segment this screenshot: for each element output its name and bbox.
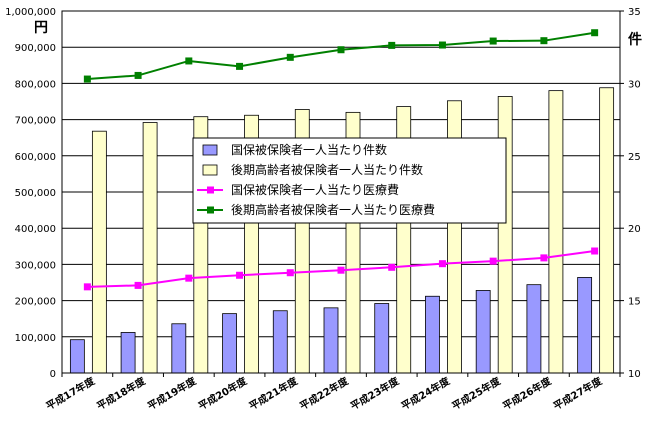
line-point <box>134 71 142 79</box>
line-point <box>185 57 193 65</box>
line-point <box>134 281 142 289</box>
y-right-tick: 15 <box>628 297 641 308</box>
bar <box>526 284 542 374</box>
series-line <box>87 31 595 81</box>
legend: 国保被保険者一人当たり件数後期高齢者被保険者一人当たり件数国保被保険者一人当たり… <box>192 137 507 224</box>
line-point <box>591 29 599 37</box>
line-point <box>489 37 497 45</box>
category-label: 平成18年度 <box>94 374 148 413</box>
line-point <box>540 254 548 262</box>
y-left-tick: 300,000 <box>15 260 56 271</box>
bar <box>120 332 136 374</box>
line-point <box>337 266 345 274</box>
line-point <box>438 41 446 49</box>
y-left-tick: 700,000 <box>15 116 56 127</box>
y-left-tick-labels: 0 100,000 200,000 300,000 400,000 500,000 600,… <box>5 7 56 380</box>
category-label: 平成27年度 <box>551 374 605 413</box>
y-left-tick: 600,000 <box>15 152 56 163</box>
line-point <box>489 257 497 265</box>
y-right-tick-labels: 10 15 20 25 30 35 <box>628 7 641 380</box>
y-left-tick: 100,000 <box>15 333 56 344</box>
legend-label: 国保被保険者一人当たり医療費 <box>231 182 399 197</box>
line-point <box>388 41 396 49</box>
line-point <box>83 283 91 291</box>
y-right-tick: 35 <box>628 7 641 18</box>
y-right-tick: 20 <box>628 224 641 235</box>
category-label: 平成22年度 <box>297 374 351 413</box>
line-point <box>83 75 91 83</box>
y-left-tick: 400,000 <box>15 224 56 235</box>
category-label: 平成19年度 <box>145 374 199 413</box>
bar <box>142 122 158 374</box>
y-right-tick: 10 <box>628 369 641 380</box>
axes <box>61 10 624 377</box>
bar <box>171 323 187 374</box>
line-point <box>286 269 294 277</box>
line-point <box>185 274 193 282</box>
category-label: 平成26年度 <box>500 374 554 413</box>
bar <box>323 307 339 374</box>
legend-swatch <box>202 144 218 156</box>
y-right-tick: 30 <box>628 79 641 90</box>
line-point <box>337 46 345 54</box>
bar <box>69 339 85 374</box>
y-left-tick: 500,000 <box>15 188 56 199</box>
plot-frame <box>61 10 621 374</box>
bar <box>222 313 237 374</box>
category-label: 平成25年度 <box>449 374 503 413</box>
right-unit-label: 件 <box>628 31 642 48</box>
y-left-tick: 0 <box>50 369 56 380</box>
bar <box>425 295 440 374</box>
bar <box>548 90 564 374</box>
bar <box>577 277 593 374</box>
line-point <box>438 260 446 268</box>
bar <box>599 87 615 374</box>
y-left-tick: 900,000 <box>15 43 56 54</box>
line-point <box>286 53 294 61</box>
left-unit-label: 円 <box>34 20 48 36</box>
category-label: 平成20年度 <box>196 374 250 413</box>
category-labels: 平成17年度平成18年度平成19年度平成20年度平成21年度平成22年度平成23… <box>44 374 605 413</box>
bar <box>374 303 390 374</box>
y-left-tick: 800,000 <box>15 79 56 90</box>
line-point <box>236 271 244 279</box>
legend-label: 国保被保険者一人当たり件数 <box>231 142 387 157</box>
y-right-tick: 25 <box>628 152 641 163</box>
line-point <box>540 37 548 45</box>
line-point <box>591 247 599 255</box>
category-label: 平成23年度 <box>348 374 402 413</box>
line-point <box>236 62 244 70</box>
legend-swatch <box>202 164 218 176</box>
category-label: 平成24年度 <box>399 374 453 413</box>
bar <box>475 290 491 374</box>
legend-swatch-marker <box>207 206 214 214</box>
bar <box>91 130 107 374</box>
legend-box <box>192 137 507 224</box>
legend-label: 後期高齢者被保険者一人当たり医療費 <box>231 202 435 217</box>
y-left-tick: 200,000 <box>15 297 56 308</box>
legend-label: 後期高齢者被保険者一人当たり件数 <box>231 162 423 177</box>
bar <box>272 310 288 374</box>
category-label: 平成21年度 <box>247 374 301 413</box>
line-group <box>83 29 599 291</box>
bar-group <box>69 87 615 374</box>
y-left-tick: 1,000,000 <box>5 7 56 18</box>
legend-swatch-marker <box>207 186 214 194</box>
line-point <box>388 263 396 271</box>
